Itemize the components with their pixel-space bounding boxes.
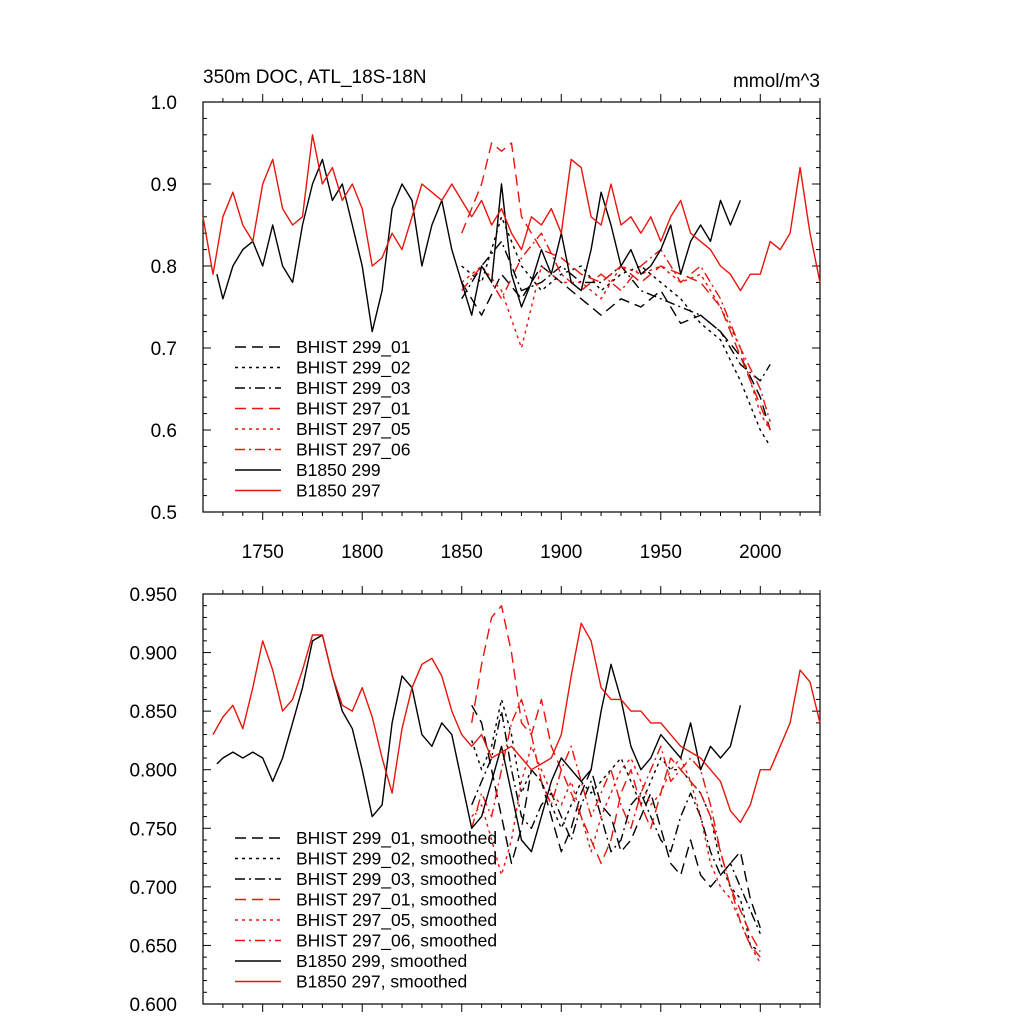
series-line-bhist-299-01: [461, 265, 771, 431]
series-line-b1850-299: [216, 158, 742, 333]
legend-label: BHIST 299_03, smoothed: [296, 869, 497, 890]
panel-top-series: [202, 134, 821, 447]
legend-label: BHIST 299_01, smoothed: [296, 828, 497, 849]
legend-label: B1850 299: [296, 460, 381, 480]
legend-label: BHIST 297_05, smoothed: [296, 910, 497, 931]
legend-label: B1850 297: [296, 481, 381, 501]
series-line-bhist-297-01: [461, 142, 771, 431]
x-tick-label: 1850: [441, 542, 483, 563]
y-tick-label: 1.0: [151, 93, 177, 114]
panel-bottom-axes: 0.600 0.650 0.700 0.750 0.800 0.850 0.900 0.950: [129, 585, 821, 1016]
panel-bottom: 0.600 0.650 0.700 0.750 0.800 0.850 0.900 0.950…: [129, 585, 821, 1016]
y-tick-label: 0.900: [129, 644, 177, 665]
panel-top-units: mmol/m^3: [733, 71, 820, 92]
y-tick-label: 0.9: [151, 175, 177, 196]
y-tick-label: 0.5: [151, 503, 177, 524]
series-line-b1850-297-smoothed: [212, 622, 821, 824]
panel-top: 350m DOC, ATL_18S-18N mmol/m^3 0.5 0.6 0.7…: [151, 67, 821, 563]
legend-label: BHIST 297_06, smoothed: [296, 931, 497, 952]
series-line-b1850-297: [202, 134, 821, 292]
y-tick-label: 0.700: [129, 878, 177, 899]
y-tick-label: 0.850: [129, 702, 177, 723]
legend-label: BHIST 297_01: [296, 399, 410, 420]
legend-label: BHIST 299_03: [296, 378, 410, 399]
x-tick-label: 1950: [640, 542, 682, 563]
y-tick-label: 0.6: [151, 421, 177, 442]
legend-label: BHIST 299_01: [296, 337, 410, 358]
panel-top-frame: [202, 101, 821, 513]
y-tick-label: 0.950: [129, 585, 177, 606]
legend-label: BHIST 297_05: [296, 419, 410, 440]
legend-label: BHIST 299_02: [296, 358, 410, 379]
x-tick-label: 2000: [739, 542, 781, 563]
series-line-bhist-297-05-smoothed: [471, 745, 761, 964]
legend-label: BHIST 299_02, smoothed: [296, 849, 497, 870]
legend-label: BHIST 297_01, smoothed: [296, 890, 497, 911]
series-line-bhist-297-05: [461, 265, 771, 431]
y-tick-label: 0.750: [129, 819, 177, 840]
panel-bottom-series: [212, 605, 821, 964]
panel-top-axes: 0.5 0.6 0.7 0.8 0.9 1.0 1750 1800 1850 1900 1950 20…: [151, 93, 821, 563]
legend-label: BHIST 297_06: [296, 440, 410, 461]
series-line-bhist-297-06-smoothed: [471, 698, 761, 958]
legend-label: B1850 297, smoothed: [296, 972, 467, 992]
panel-top-title: 350m DOC, ATL_18S-18N: [203, 67, 427, 88]
panel-bottom-frame: [202, 593, 821, 1005]
series-line-bhist-297-06: [461, 232, 771, 423]
y-tick-label: 0.800: [129, 761, 177, 782]
y-tick-label: 0.600: [129, 995, 177, 1016]
x-tick-label: 1800: [341, 542, 383, 563]
x-tick-label: 1900: [540, 542, 582, 563]
series-line-bhist-297-01-smoothed: [471, 605, 761, 952]
x-tick-label: 1750: [242, 542, 284, 563]
y-tick-label: 0.650: [129, 936, 177, 957]
series-line-bhist-299-02: [461, 216, 771, 447]
y-tick-label: 0.8: [151, 257, 177, 278]
series-line-b1850-299-smoothed: [216, 634, 742, 853]
y-tick-label: 0.7: [151, 339, 177, 360]
series-line-bhist-299-02-smoothed: [471, 698, 761, 952]
legend-label: B1850 299, smoothed: [296, 951, 467, 971]
